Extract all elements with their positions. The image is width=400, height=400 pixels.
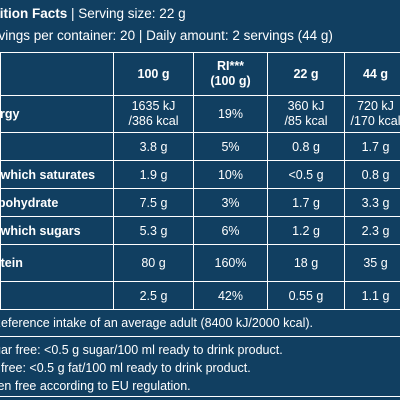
cell-100g: 3.8 g — [113, 132, 194, 161]
row-label: t — [0, 132, 114, 161]
nutrition-table: 100 g RI*** (100 g) 22 g 44 g ergy 1635 … — [0, 52, 400, 310]
header-cell-empty — [0, 52, 114, 96]
cell-100g: 7.5 g — [113, 188, 194, 217]
row-label: otein — [0, 244, 114, 282]
col-header-100g: 100 g — [113, 52, 194, 96]
energy-kj: 1635 kJ — [131, 99, 176, 113]
table-row-energy: ergy 1635 kJ /386 kcal 19% 360 kJ /85 kc… — [0, 95, 400, 133]
cell-44g: 1.1 g — [344, 281, 400, 310]
cell-44g: 1.7 g — [344, 132, 400, 161]
footnote-divider — [0, 336, 400, 337]
row-label: f which sugars — [0, 216, 114, 245]
bottom-divider — [0, 396, 400, 397]
cell-44g: 3.3 g — [344, 188, 400, 217]
cell-44g: 35 g — [344, 244, 400, 282]
nutrition-header: trition Facts | Serving size: 22 g rving… — [0, 0, 400, 50]
cell-100g: 1.9 g — [113, 160, 194, 189]
ri-label: RI*** — [216, 59, 245, 73]
row-label: lt — [0, 281, 114, 310]
col-header-22g: 22 g — [267, 52, 345, 96]
cell-ri: 10% — [193, 160, 268, 189]
table-row-salt: lt 2.5 g 42% 0.55 g 1.1 g — [0, 281, 400, 310]
cell-22g: 18 g — [267, 244, 345, 282]
energy-kj: 720 kJ — [357, 99, 394, 113]
energy-kcal: /85 kcal — [284, 114, 328, 128]
cell-100g: 5.3 g — [113, 216, 194, 245]
cell-ri: 5% — [193, 132, 268, 161]
serving-size-text: | Serving size: 22 g — [67, 6, 186, 21]
cell-44g: 0.8 g — [344, 160, 400, 189]
table-row-saturates: f which saturates 1.9 g 10% <0.5 g 0.8 g — [0, 160, 400, 189]
ri-footnote: Reference intake of an average adult (84… — [0, 316, 314, 330]
nutrition-facts-title: trition Facts — [0, 6, 68, 21]
cell-22g: 0.8 g — [267, 132, 345, 161]
claim-fat-free: t free: <0.5 g fat/100 ml ready to drink… — [0, 361, 251, 375]
row-label: f which saturates — [0, 160, 114, 189]
cell-22g: 1.7 g — [267, 188, 345, 217]
table-row-carbohydrate: rbohydrate 7.5 g 3% 1.7 g 3.3 g — [0, 188, 400, 217]
cell-ri: 19% — [193, 95, 268, 133]
claim-gluten-free: ten free according to EU regulation. — [0, 379, 191, 393]
cell-ri: 160% — [193, 244, 268, 282]
table-row-protein: otein 80 g 160% 18 g 35 g — [0, 244, 400, 282]
col-header-ri: RI*** (100 g) — [193, 52, 268, 96]
cell-ri: 42% — [193, 281, 268, 310]
servings-per-container-text: rvings per container: 20 | Daily amount:… — [0, 28, 333, 43]
cell-100g: 80 g — [113, 244, 194, 282]
cell-100g: 2.5 g — [113, 281, 194, 310]
cell-22g: 360 kJ /85 kcal — [267, 95, 345, 133]
table-row-sugars: f which sugars 5.3 g 6% 1.2 g 2.3 g — [0, 216, 400, 245]
energy-kcal: /170 kcal — [350, 114, 400, 128]
claim-sugar-free: gar free: <0.5 g sugar/100 ml ready to d… — [0, 343, 283, 357]
header-line-1: trition Facts | Serving size: 22 g — [0, 5, 186, 23]
energy-kcal: /386 kcal — [128, 114, 179, 128]
ri-sub-label: (100 g) — [210, 74, 251, 88]
col-header-44g: 44 g — [344, 52, 400, 96]
row-label: rbohydrate — [0, 188, 114, 217]
cell-ri: 6% — [193, 216, 268, 245]
cell-22g: 1.2 g — [267, 216, 345, 245]
row-label: ergy — [0, 95, 114, 133]
table-header-row: 100 g RI*** (100 g) 22 g 44 g — [0, 52, 400, 96]
cell-100g: 1635 kJ /386 kcal — [113, 95, 194, 133]
cell-22g: 0.55 g — [267, 281, 345, 310]
cell-44g: 720 kJ /170 kcal — [344, 95, 400, 133]
table-row-fat: t 3.8 g 5% 0.8 g 1.7 g — [0, 132, 400, 161]
cell-22g: <0.5 g — [267, 160, 345, 189]
cell-44g: 2.3 g — [344, 216, 400, 245]
energy-kj: 360 kJ — [287, 99, 325, 113]
cell-ri: 3% — [193, 188, 268, 217]
